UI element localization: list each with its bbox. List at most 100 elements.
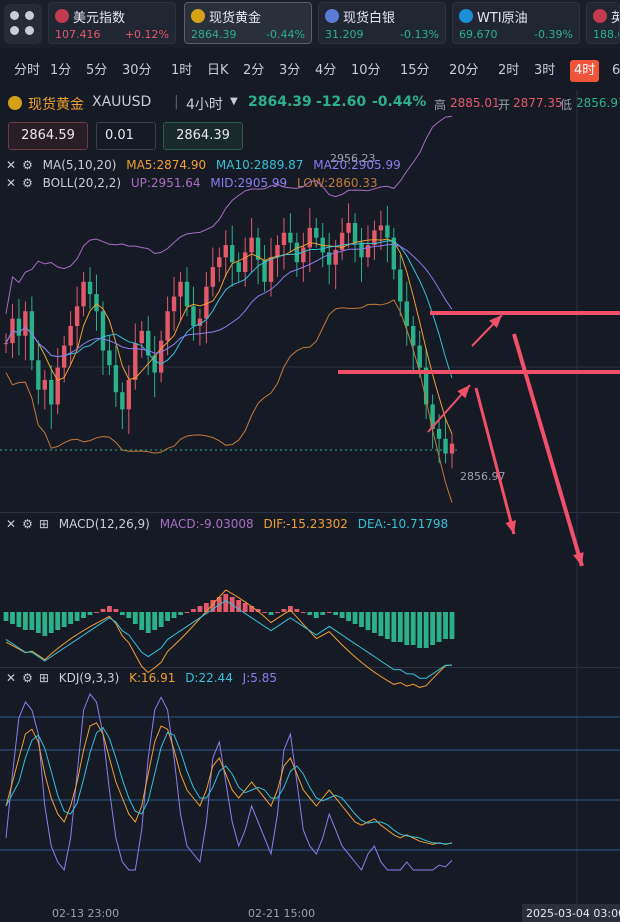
candle-body bbox=[333, 249, 338, 265]
high-label: 高 bbox=[434, 98, 447, 112]
ticker-card[interactable]: 现货黄金 2864.39 -0.44% bbox=[184, 2, 312, 44]
quantity-input[interactable]: 0.01 bbox=[96, 122, 156, 150]
timeframe-2分[interactable]: 2分 bbox=[243, 63, 265, 78]
ma-label: MA(5,10,20) bbox=[42, 158, 117, 172]
candle-body bbox=[210, 267, 216, 287]
timeframe-5分[interactable]: 5分 bbox=[86, 63, 108, 78]
up-arrow-head bbox=[457, 385, 470, 399]
macd-bar bbox=[333, 612, 339, 615]
macd-bar bbox=[10, 612, 15, 624]
boll-mid-value: MID:2905.99 bbox=[210, 176, 288, 190]
chevron-down-icon[interactable]: ▼ bbox=[230, 96, 238, 107]
low-value: 2856.97 bbox=[576, 96, 620, 110]
timeframe-1分[interactable]: 1分 bbox=[50, 63, 72, 78]
macd-bar bbox=[223, 594, 229, 612]
close-icon[interactable]: ✕ bbox=[6, 671, 17, 685]
candle-body bbox=[417, 345, 422, 368]
ticker-card[interactable]: 现货白银 31.209 -0.13% bbox=[318, 2, 446, 44]
timeframe-4分[interactable]: 4分 bbox=[315, 63, 337, 78]
candle-body bbox=[443, 438, 448, 454]
sell-price-box[interactable]: 2864.59 bbox=[8, 122, 88, 150]
candle-body bbox=[10, 318, 15, 344]
macd-bar bbox=[184, 612, 190, 613]
ticker-card[interactable]: WTI原油 69.670 -0.39% bbox=[452, 2, 580, 44]
candle-body bbox=[152, 355, 157, 373]
timeframe-3分[interactable]: 3分 bbox=[279, 63, 301, 78]
macd-bar bbox=[391, 612, 397, 642]
macd-bar bbox=[3, 612, 9, 621]
timeframe-bar: 分时1分5分30分1时日K2分3分4分10分15分20分2时3时4时6时8时 bbox=[0, 56, 620, 86]
timeframe-日K[interactable]: 日K bbox=[207, 63, 229, 78]
fullscreen-icon[interactable]: ⊞ bbox=[38, 517, 49, 531]
close-icon[interactable]: ✕ bbox=[6, 517, 17, 531]
macd-legend: ✕ ⚙ ⊞ MACD(12,26,9) MACD:-9.03008 DIF:-15.… bbox=[6, 517, 454, 531]
down-arrow-head bbox=[505, 520, 517, 534]
ticker-price: 31.209 bbox=[325, 28, 364, 41]
ma-legend: ✕ ⚙ MA(5,10,20) MA5:2874.90 MA10:2889.87 … bbox=[6, 158, 407, 172]
macd-bar bbox=[249, 606, 255, 612]
settings-icon[interactable]: ⚙ bbox=[22, 517, 33, 531]
close-icon[interactable]: ✕ bbox=[6, 158, 17, 172]
timeframe-4时[interactable]: 4时 bbox=[570, 60, 600, 82]
macd-bar bbox=[42, 612, 48, 636]
candle-body bbox=[275, 245, 280, 258]
fullscreen-icon[interactable]: ⊞ bbox=[38, 671, 49, 685]
ticker-card[interactable]: 美元指数 107.416 +0.12% bbox=[48, 2, 176, 44]
dea-value: DEA:-10.71798 bbox=[357, 517, 449, 531]
macd-bar bbox=[29, 612, 35, 630]
candle-body bbox=[449, 443, 455, 454]
price-pct: -0.44% bbox=[372, 94, 427, 110]
settings-icon[interactable]: ⚙ bbox=[22, 158, 33, 172]
macd-label: MACD(12,26,9) bbox=[58, 517, 150, 531]
macd-bar bbox=[119, 612, 125, 615]
candle-body bbox=[378, 225, 384, 231]
timeframe-1时[interactable]: 1时 bbox=[171, 63, 193, 78]
candle-body bbox=[385, 225, 390, 238]
ticker-change: -0.13% bbox=[400, 28, 439, 41]
ma20-value: MA20:2905.99 bbox=[313, 158, 401, 172]
x-tick-label: 02-13 23:00 bbox=[52, 907, 119, 920]
macd-bar bbox=[81, 612, 86, 618]
candle-body bbox=[133, 343, 138, 380]
grid-menu-icon[interactable] bbox=[4, 4, 42, 44]
low-label: 低 bbox=[560, 98, 573, 112]
macd-bar bbox=[165, 612, 170, 621]
candle-body bbox=[146, 330, 151, 356]
macd-bar bbox=[255, 609, 261, 612]
timeframe-2时[interactable]: 2时 bbox=[498, 63, 520, 78]
d-value: D:22.44 bbox=[185, 671, 233, 685]
settings-icon[interactable]: ⚙ bbox=[22, 176, 33, 190]
timeframe-3时[interactable]: 3时 bbox=[534, 63, 556, 78]
macd-bar bbox=[236, 600, 242, 612]
macd-bar bbox=[94, 612, 99, 613]
period-select[interactable]: 4小时 bbox=[186, 97, 223, 113]
symbol-name[interactable]: 现货黄金 bbox=[28, 97, 84, 113]
timeframe-15分[interactable]: 15分 bbox=[400, 63, 430, 78]
ticker-card[interactable]: 英 188.6 bbox=[586, 2, 620, 44]
timeframe-20分[interactable]: 20分 bbox=[449, 63, 479, 78]
us-flag-icon bbox=[55, 9, 69, 23]
timeframe-10分[interactable]: 10分 bbox=[351, 63, 381, 78]
timeframe-6时[interactable]: 6时 bbox=[612, 63, 620, 78]
buy-price-box[interactable]: 2864.39 bbox=[163, 122, 243, 150]
up-arrow bbox=[427, 384, 471, 433]
candle-body bbox=[197, 318, 203, 326]
settings-icon[interactable]: ⚙ bbox=[22, 671, 33, 685]
candle-body bbox=[171, 296, 177, 312]
macd-bar bbox=[372, 612, 377, 633]
macd-bar bbox=[436, 612, 442, 642]
timeframe-分时[interactable]: 分时 bbox=[14, 63, 41, 78]
macd-bar bbox=[404, 612, 410, 645]
kdj-legend: ✕ ⚙ ⊞ KDJ(9,3,3) K:16.91 D:22.44 J:5.85 bbox=[6, 671, 283, 685]
j-value: J:5.85 bbox=[242, 671, 277, 685]
macd-bar bbox=[171, 612, 177, 618]
close-icon[interactable]: ✕ bbox=[6, 176, 17, 190]
ticker-name: 现货黄金 bbox=[209, 11, 262, 26]
macd-bar bbox=[378, 612, 384, 636]
candle-body bbox=[249, 237, 254, 253]
timeframe-30分[interactable]: 30分 bbox=[122, 63, 152, 78]
macd-bar bbox=[410, 612, 416, 645]
gold-icon bbox=[191, 9, 205, 23]
